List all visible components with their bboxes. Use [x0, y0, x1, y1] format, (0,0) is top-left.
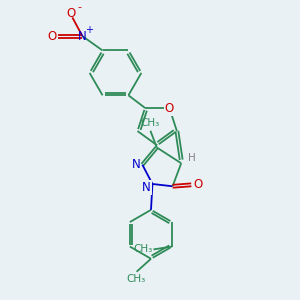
Text: N: N — [142, 181, 151, 194]
Text: -: - — [77, 2, 82, 12]
Text: +: + — [85, 25, 93, 35]
Text: N: N — [78, 30, 87, 43]
Text: O: O — [66, 8, 76, 20]
Text: CH₃: CH₃ — [140, 118, 160, 128]
Text: O: O — [193, 178, 202, 191]
Text: O: O — [164, 102, 173, 115]
Text: H: H — [188, 152, 196, 163]
Text: O: O — [48, 30, 57, 43]
Text: N: N — [132, 158, 140, 171]
Text: CH₃: CH₃ — [133, 244, 152, 254]
Text: CH₃: CH₃ — [126, 274, 146, 284]
